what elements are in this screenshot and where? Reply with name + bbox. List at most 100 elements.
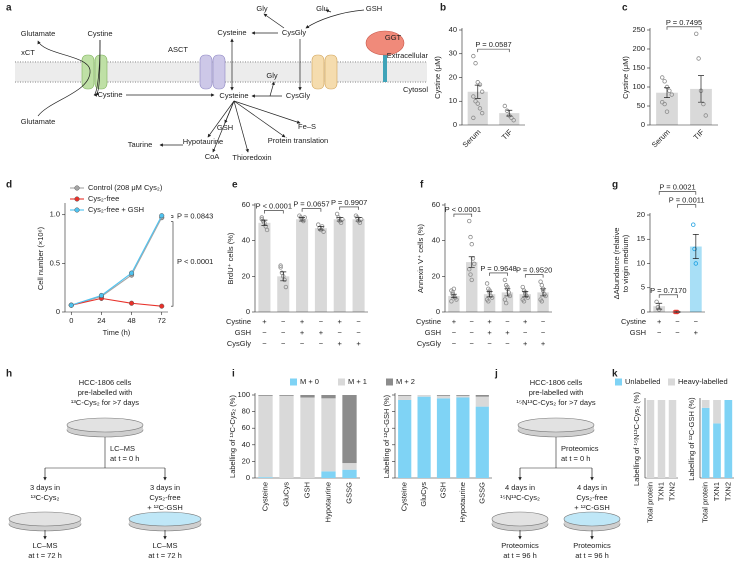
y-tick-label: 0	[641, 120, 645, 129]
error-bar	[540, 288, 547, 297]
condition-value: +	[300, 328, 305, 337]
bar-segment	[475, 396, 489, 407]
protocol-text: at t = 0 h	[561, 454, 590, 463]
y-tick-label: 30	[449, 49, 457, 58]
legend-label: Unlabelled	[625, 377, 660, 386]
y-tick-label: 100	[632, 82, 645, 91]
data-point	[539, 299, 545, 304]
y-tick-label: 10	[637, 258, 645, 267]
bar-segment	[258, 395, 273, 478]
arrow	[263, 13, 285, 29]
bar	[448, 295, 460, 312]
y-tick-label: 50	[637, 101, 645, 110]
y-tick-label: 20	[242, 456, 250, 465]
data-point	[468, 272, 473, 277]
panel-label: h	[6, 369, 12, 380]
data-point	[525, 295, 530, 300]
data-point	[504, 108, 510, 113]
y-axis-label: to virgin medium)	[621, 234, 630, 292]
diagram-label: xCT	[21, 48, 35, 57]
significance-bracket	[339, 206, 359, 210]
error-bar	[656, 302, 663, 310]
x-tick-label: TIF	[500, 127, 515, 142]
condition-value: −	[541, 317, 546, 326]
significance-bracket	[453, 213, 473, 218]
condition-name: CysGly	[417, 339, 441, 348]
data-point	[468, 234, 473, 240]
condition-value: −	[319, 317, 324, 326]
diagram-label: Taurine	[128, 140, 153, 149]
x-tick-label: GluCys	[419, 482, 428, 507]
condition-value: +	[338, 339, 343, 348]
legend-marker	[74, 185, 80, 191]
data-point	[471, 53, 476, 59]
data-point	[696, 56, 701, 61]
data-point	[662, 101, 667, 107]
protocol-text: HCC-1806 cells	[530, 378, 583, 387]
x-tick-label: GSH	[438, 482, 447, 498]
condition-value: −	[452, 339, 457, 348]
x-tick-label: TXN2	[667, 482, 676, 501]
error-bar	[506, 109, 513, 117]
y-tick-label: 10	[449, 96, 457, 105]
condition-value: +	[523, 317, 528, 326]
condition-value: +	[487, 328, 492, 337]
condition-value: −	[694, 317, 699, 326]
protocol-text: at t = 96 h	[503, 551, 537, 560]
significance-bracket	[171, 215, 174, 218]
data-point	[703, 113, 708, 118]
data-point	[669, 92, 674, 97]
significance-bracket	[666, 26, 702, 30]
y-tick-label: 60	[432, 200, 440, 209]
condition-value: −	[356, 328, 361, 337]
condition-value: −	[487, 339, 492, 348]
bar	[352, 219, 365, 312]
significance-bracket	[658, 294, 678, 298]
protocol-text: ¹⁵N¹³C-Cys₂ for >7 days	[516, 398, 595, 407]
dish	[8, 511, 82, 527]
y-tick-label: 15	[637, 234, 645, 243]
error-bar	[692, 234, 699, 259]
diagram-label: Glu	[316, 4, 328, 13]
data-point	[489, 295, 495, 300]
bar-segment	[321, 398, 336, 472]
data-point	[451, 286, 457, 292]
data-point	[98, 292, 104, 299]
panel-label: g	[612, 180, 618, 191]
dish	[563, 511, 621, 527]
y-axis-label: Labelling of ¹⁵N¹³C-Cys₂ (%)	[632, 392, 641, 486]
dish	[66, 417, 144, 433]
data-point	[159, 213, 165, 219]
condition-name: CysGly	[227, 339, 251, 348]
condition-value: +	[452, 317, 457, 326]
y-axis-label: Cell number (×10⁶)	[36, 226, 45, 290]
diagram-label: GGT	[385, 33, 402, 42]
legend-marker	[74, 196, 80, 202]
bar-segment	[436, 395, 451, 399]
condition-value: −	[657, 328, 662, 337]
significance-bracket	[658, 191, 697, 195]
data-point	[259, 217, 264, 222]
legend-marker	[74, 207, 80, 213]
panel-label: c	[622, 3, 628, 14]
diagram-label: Thioredoxin	[232, 153, 271, 162]
bar-segment	[258, 395, 273, 396]
bar-segment	[668, 400, 677, 478]
condition-value: −	[505, 339, 510, 348]
x-tick-label: Total protein	[701, 482, 710, 523]
y-axis-label: Labelling of ¹²C-GSH (%)	[687, 397, 696, 481]
diagram-label: CysGly	[286, 91, 310, 100]
legend-swatch	[386, 378, 393, 386]
bar	[499, 113, 520, 125]
data-point	[694, 31, 699, 36]
dish	[128, 511, 202, 527]
data-point	[282, 277, 287, 283]
condition-value: −	[338, 328, 343, 337]
protocol-text: 4 days in	[505, 483, 535, 492]
x-axis-label: Time (h)	[103, 328, 131, 337]
y-tick-label: 40	[432, 236, 440, 245]
bar-segment	[279, 395, 294, 478]
error-bar	[664, 87, 670, 98]
data-point	[263, 224, 268, 229]
condition-value: +	[541, 339, 546, 348]
